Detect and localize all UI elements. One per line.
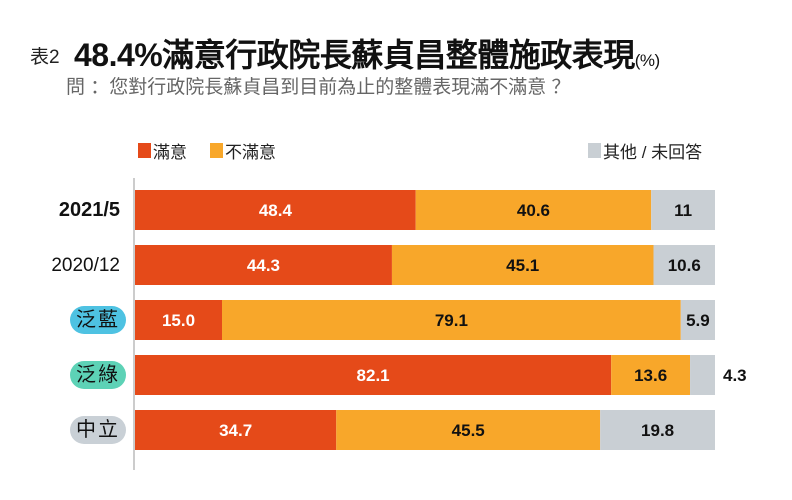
bar-segment-unsatisfied [415,190,652,230]
data-label: 79.1 [435,311,468,330]
bar-segment-unsatisfied [222,300,681,340]
data-label: 44.3 [247,256,280,275]
data-label: 45.1 [506,256,539,275]
legend-label: 其他 / 未回答 [603,143,703,162]
data-label: 34.7 [219,421,252,440]
legend-label: 不滿意 [225,143,276,162]
legend-swatch [210,143,223,158]
chart-title: 48.4%滿意行政院長蘇貞昌整體施政表現(%) [74,30,660,76]
legend-label: 滿意 [153,143,187,162]
bar-segment-other [600,410,715,450]
category-label: 2021/5 [58,199,120,221]
data-label: 5.9 [686,311,710,330]
category-badge-pan-blue: 泛藍 [70,306,126,334]
bar-segment-satisfied [135,410,337,450]
title-text: 48.4%滿意行政院長蘇貞昌整體施政表現 [74,37,635,73]
bar-segment-unsatisfied [336,410,601,450]
category-label: 2020/12 [51,255,120,276]
chart-subtitle: 問 ：您對行政院長蘇貞昌到目前為止的整體表現滿不滿意 ？ [66,77,571,98]
data-label: 15.0 [162,311,195,330]
data-label: 45.5 [452,421,485,440]
bar-segment-other [651,190,715,230]
data-label: 48.4 [259,201,293,220]
bar-segment-unsatisfied [391,245,654,285]
unit-label: (%) [634,51,660,70]
bar-segment-other [690,355,715,395]
bar-segment-other [653,245,715,285]
bar-segment-other [680,300,715,340]
legend-satisfied: 滿意 [138,138,187,163]
bar-segment-unsatisfied [611,355,691,395]
bar-segment-satisfied [135,190,416,230]
legend-other: 其他 / 未回答 [588,138,702,163]
data-label: 4.3 [723,366,747,385]
bar-segment-satisfied [135,245,392,285]
data-label: 19.8 [641,421,674,440]
legend-swatch [588,143,601,158]
legend-unsatisfied: 不滿意 [210,138,276,163]
category-badge-pan-green: 泛綠 [70,361,126,389]
data-label: 82.1 [357,366,390,385]
data-label: 40.6 [517,201,550,220]
data-label: 10.6 [668,256,701,275]
data-label: 11 [674,201,692,220]
bar-segment-satisfied [135,300,222,340]
table-number: 表2 [30,47,60,68]
legend-swatch [138,143,151,158]
category-badge-neutral: 中立 [70,416,126,444]
bar-segment-satisfied [135,355,612,395]
data-label: 13.6 [634,366,667,385]
